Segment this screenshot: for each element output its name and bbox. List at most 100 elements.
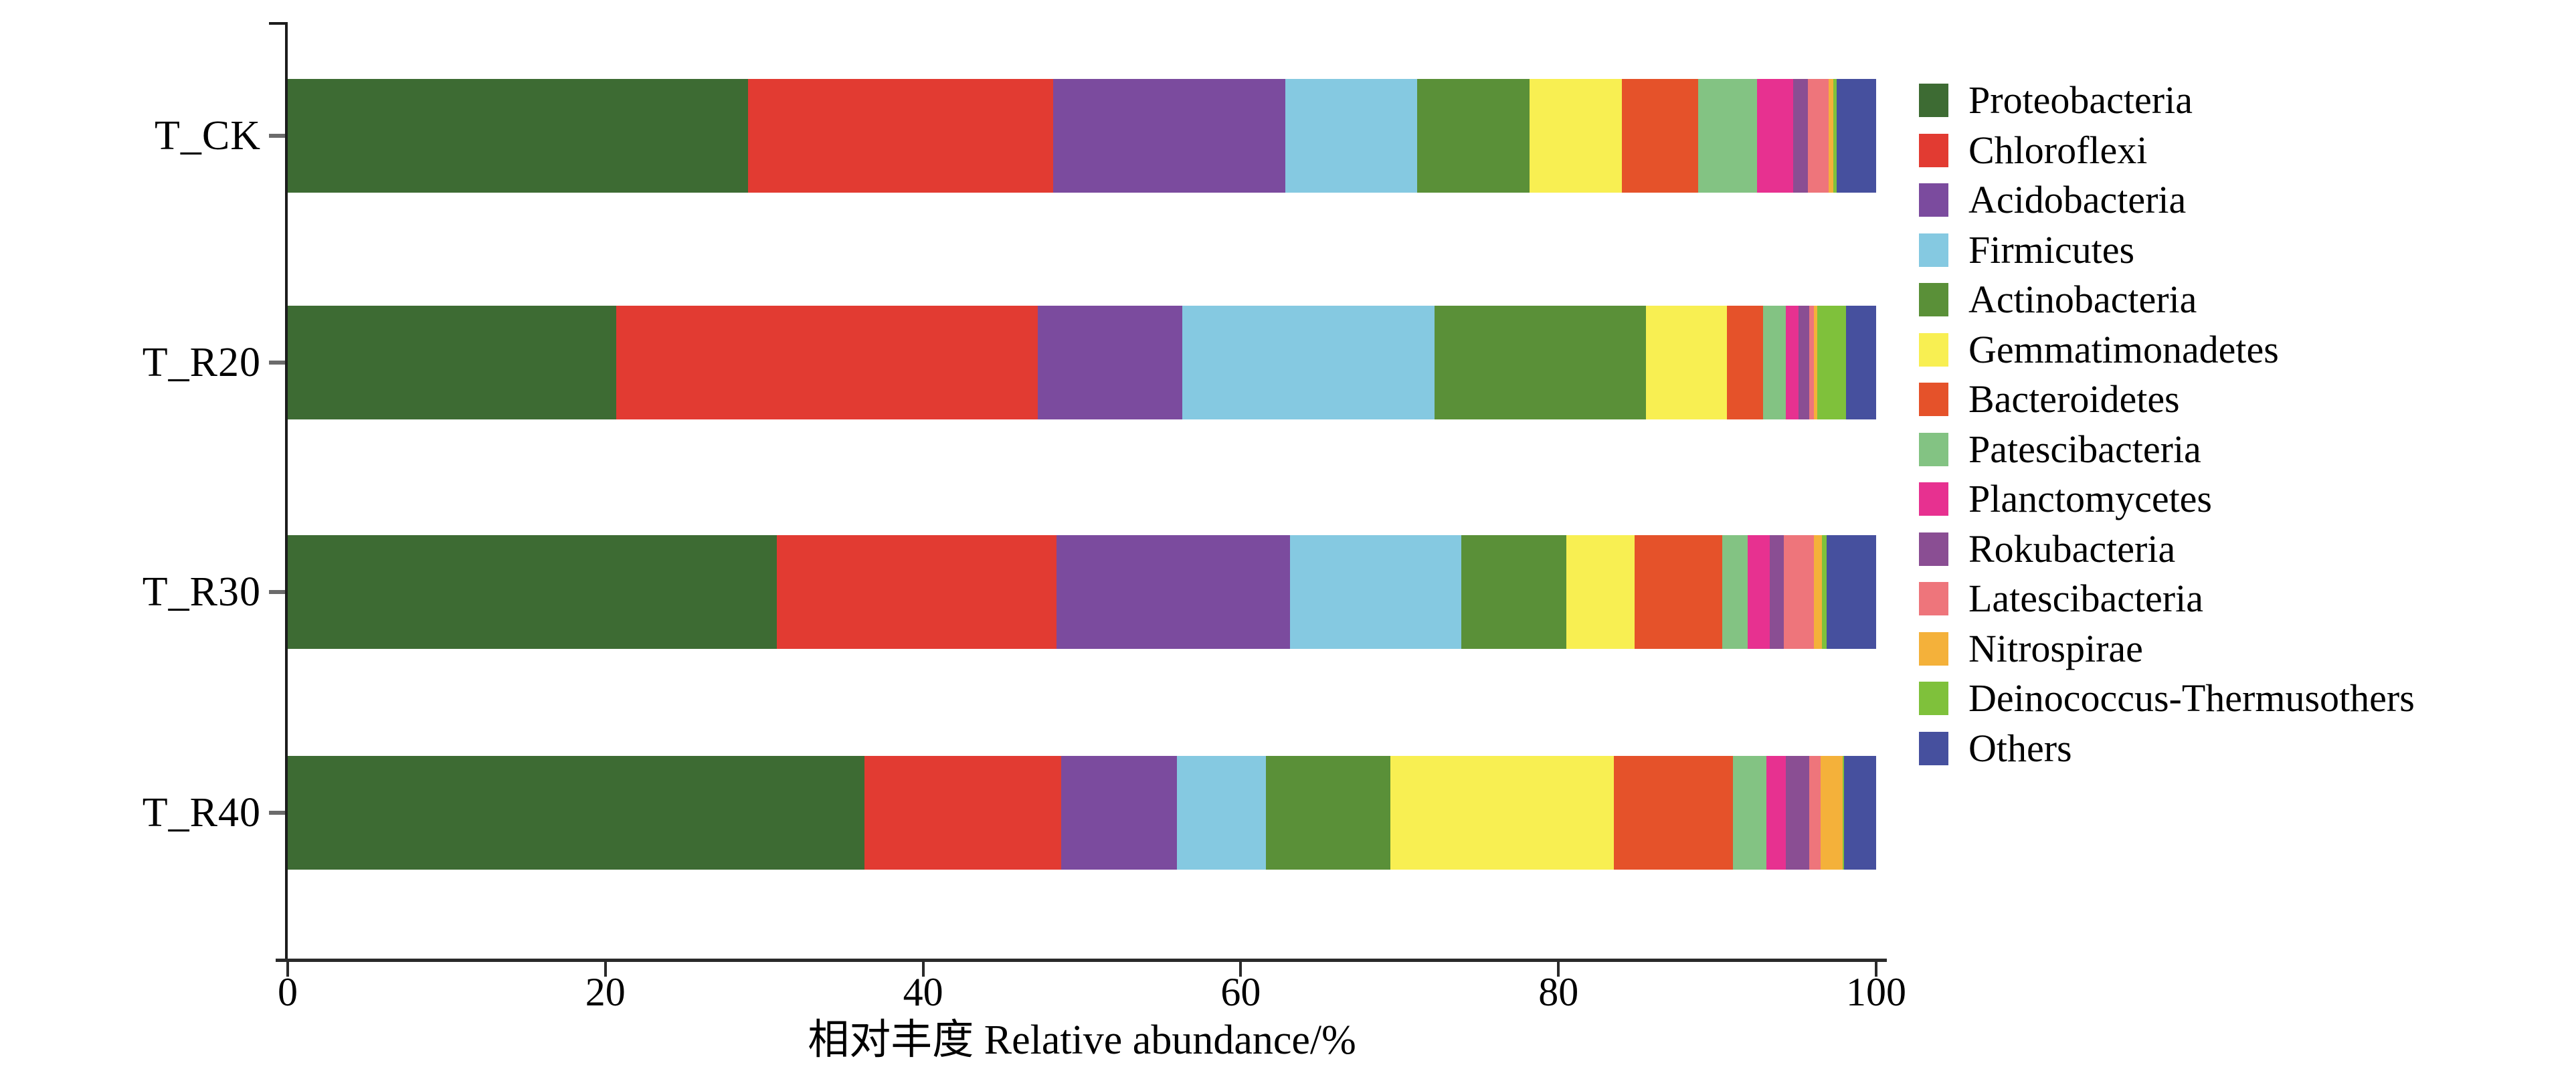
y-axis-label-T_R20: T_R20 [142, 340, 261, 385]
segment-T_R30-Bacteroidetes [1635, 535, 1722, 649]
segment-T_R30-Firmicutes [1289, 535, 1462, 649]
legend-swatch-Acidobacteria [1919, 183, 1948, 217]
segment-T_R30-Chloroflexi [777, 535, 1056, 649]
segment-T_R30-Deinococcus-Thermusothers [1822, 535, 1827, 649]
legend-item-Acidobacteria: Acidobacteria [1919, 175, 2186, 225]
segment-T_CK-Chloroflexi [748, 79, 1054, 193]
legend-label-Deinococcus-Thermusothers: Deinococcus-Thermusothers [1968, 676, 2415, 720]
x-tick-label-40: 40 [903, 970, 943, 1014]
stacked-bar-T_R40 [288, 756, 1876, 870]
legend-item-Firmicutes: Firmicutes [1919, 225, 2134, 275]
legend-item-Nitrospirae: Nitrospirae [1919, 624, 2143, 674]
legend-label-Gemmatimonadetes: Gemmatimonadetes [1968, 327, 2279, 371]
segment-T_CK-Patescibacteria [1698, 79, 1757, 193]
legend-swatch-Latescibacteria [1919, 582, 1948, 615]
legend-item-Latescibacteria: Latescibacteria [1919, 574, 2203, 623]
legend-label-Bacteroidetes: Bacteroidetes [1968, 377, 2180, 421]
segment-T_R40-Planctomycetes [1766, 756, 1786, 870]
segment-T_R40-Rokubacteria [1785, 756, 1810, 870]
y-axis-line [285, 22, 288, 961]
segment-T_R30-Gemmatimonadetes [1566, 535, 1635, 649]
segment-T_R20-Nitrospirae [1814, 306, 1818, 419]
legend-swatch-Patescibacteria [1919, 432, 1948, 466]
x-tick-mark-20 [604, 962, 607, 977]
legend-item-Patescibacteria: Patescibacteria [1919, 425, 2201, 474]
legend-swatch-Bacteroidetes [1919, 383, 1948, 416]
stacked-bar-T_R30 [288, 535, 1876, 649]
legend-swatch-Rokubacteria [1919, 532, 1948, 566]
legend-label-Proteobacteria: Proteobacteria [1968, 78, 2193, 122]
legend-label-Patescibacteria: Patescibacteria [1968, 427, 2201, 471]
legend-item-Rokubacteria: Rokubacteria [1919, 524, 2175, 574]
x-tick-mark-80 [1557, 962, 1560, 977]
x-tick-mark-0 [286, 962, 289, 977]
legend-swatch-Proteobacteria [1919, 84, 1948, 117]
segment-T_R30-Planctomycetes [1747, 535, 1770, 649]
legend-item-Actinobacteria: Actinobacteria [1919, 275, 2197, 324]
segment-T_R20-Others [1845, 306, 1876, 419]
legend-swatch-Others [1919, 731, 1948, 765]
legend-swatch-Deinococcus-Thermusothers [1919, 682, 1948, 715]
segment-T_R40-Others [1844, 756, 1876, 870]
segment-T_R20-Actinobacteria [1435, 306, 1646, 419]
legend-swatch-Planctomycetes [1919, 482, 1948, 516]
y-axis-top-tick [269, 22, 288, 25]
segment-T_R20-Deinococcus-Thermusothers [1817, 306, 1846, 419]
legend-label-Planctomycetes: Planctomycetes [1968, 477, 2213, 520]
segment-T_R40-Nitrospirae [1820, 756, 1843, 870]
y-axis-label-T_R40: T_R40 [142, 790, 261, 836]
legend-swatch-Gemmatimonadetes [1919, 332, 1948, 367]
legend-label-Latescibacteria: Latescibacteria [1968, 577, 2203, 620]
segment-T_R30-Proteobacteria [288, 535, 777, 649]
segment-T_CK-Others [1836, 79, 1876, 193]
legend-item-Gemmatimonadetes: Gemmatimonadetes [1919, 325, 2279, 375]
segment-T_R30-Actinobacteria [1461, 535, 1567, 649]
segment-T_CK-Proteobacteria [288, 79, 749, 193]
segment-T_CK-Acidobacteria [1053, 79, 1285, 193]
segment-T_R30-Others [1827, 535, 1876, 649]
x-tick-label-100: 100 [1846, 970, 1906, 1014]
x-axis-title: 相对丰度 Relative abundance/% [808, 1017, 1356, 1063]
y-axis-label-T_R30: T_R30 [142, 569, 261, 615]
x-tick-label-60: 60 [1220, 970, 1261, 1014]
x-tick-label-0: 0 [278, 970, 298, 1014]
legend-label-Chloroflexi: Chloroflexi [1968, 128, 2148, 172]
legend-swatch-Firmicutes [1919, 233, 1948, 267]
x-tick-label-20: 20 [585, 970, 626, 1014]
segment-T_R40-Proteobacteria [288, 756, 864, 870]
segment-T_R20-Proteobacteria [288, 306, 617, 419]
segment-T_R40-Deinococcus-Thermusothers [1843, 756, 1845, 870]
segment-T_CK-Deinococcus-Thermusothers [1833, 79, 1837, 193]
segment-T_R20-Rokubacteria [1798, 306, 1810, 419]
x-axis-line [276, 959, 1887, 962]
x-tick-mark-60 [1239, 962, 1243, 977]
segment-T_R20-Gemmatimonadetes [1645, 306, 1727, 419]
legend-label-Actinobacteria: Actinobacteria [1968, 278, 2197, 321]
stacked-bar-T_CK [288, 79, 1876, 193]
y-tick-T_CK [269, 134, 285, 138]
legend-label-Others: Others [1968, 726, 2072, 770]
segment-T_R40-Gemmatimonadetes [1390, 756, 1615, 870]
segment-T_CK-Latescibacteria [1807, 79, 1829, 193]
y-tick-T_R30 [269, 590, 285, 594]
y-axis-label-T_CK: T_CK [155, 113, 261, 159]
legend-label-Rokubacteria: Rokubacteria [1968, 526, 2176, 571]
legend-item-Deinococcus-Thermusothers: Deinococcus-Thermusothers [1919, 674, 2415, 723]
x-tick-mark-100 [1875, 962, 1877, 977]
segment-T_R40-Firmicutes [1177, 756, 1267, 870]
stacked-bar-T_R20 [288, 306, 1876, 419]
segment-T_CK-Rokubacteria [1793, 79, 1808, 193]
segment-T_R20-Acidobacteria [1037, 306, 1182, 419]
segment-T_R30-Patescibacteria [1722, 535, 1748, 649]
legend-label-Firmicutes: Firmicutes [1968, 227, 2135, 272]
legend-item-Planctomycetes: Planctomycetes [1919, 474, 2212, 524]
legend-item-Bacteroidetes: Bacteroidetes [1919, 375, 2180, 424]
x-tick-mark-40 [921, 962, 925, 977]
segment-T_CK-Gemmatimonadetes [1530, 79, 1623, 193]
legend-item-Proteobacteria: Proteobacteria [1919, 76, 2193, 125]
segment-T_R20-Firmicutes [1182, 306, 1435, 419]
legend-swatch-Nitrospirae [1919, 631, 1948, 666]
segment-T_R20-Patescibacteria [1763, 306, 1786, 419]
legend-item-Chloroflexi: Chloroflexi [1919, 126, 2147, 175]
